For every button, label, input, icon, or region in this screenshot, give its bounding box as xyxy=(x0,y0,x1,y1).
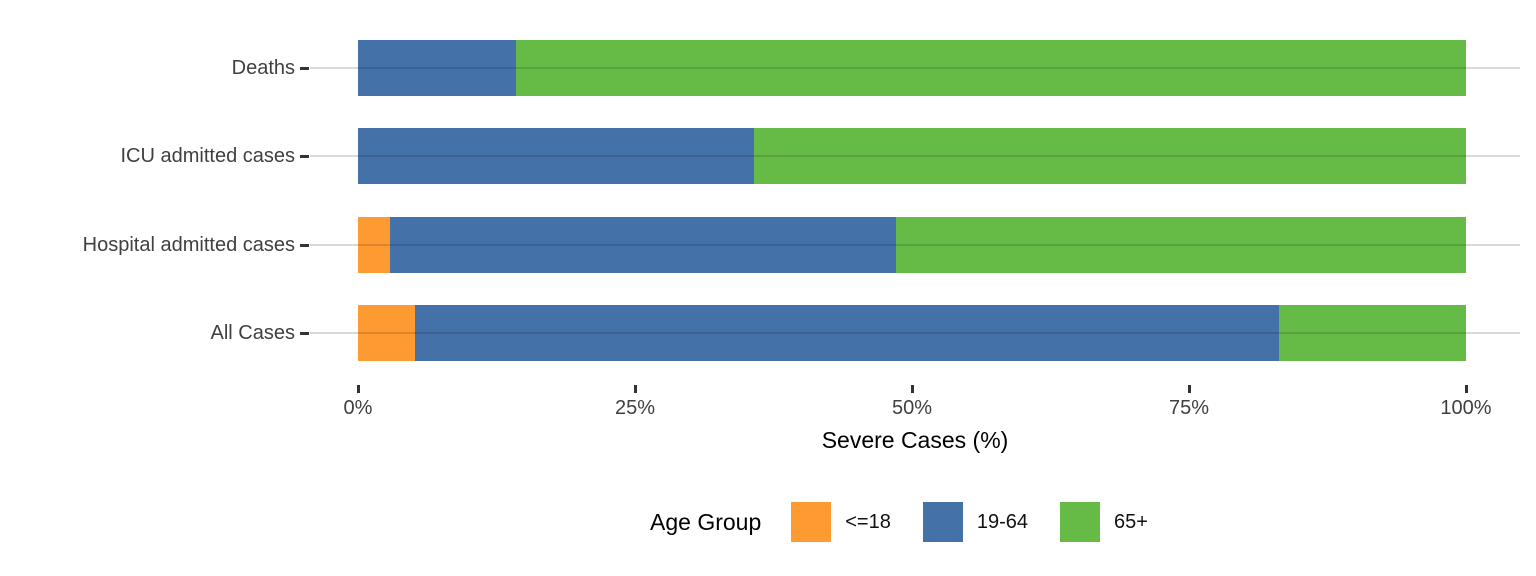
x-tick-mark xyxy=(357,385,360,393)
y-tick-mark xyxy=(300,155,309,158)
bar-segment--18 xyxy=(358,305,415,361)
y-tick-mark xyxy=(300,332,309,335)
y-axis-label: ICU admitted cases xyxy=(120,145,295,167)
y-axis-label: Hospital admitted cases xyxy=(82,234,295,256)
x-tick-mark xyxy=(1188,385,1191,393)
legend-label: 65+ xyxy=(1114,510,1148,533)
legend-title: Age Group xyxy=(650,508,762,535)
x-tick-label: 100% xyxy=(1440,397,1492,419)
x-tick-label: 25% xyxy=(614,397,656,419)
bar-row-icu-admitted-cases xyxy=(358,128,1466,184)
x-tick-label: 0% xyxy=(343,397,373,419)
legend-swatch xyxy=(922,502,963,542)
legend-item: 19-64 xyxy=(922,502,1029,542)
plot-panel xyxy=(310,15,1520,385)
legend: Age Group <=18 19-64 65+ xyxy=(650,500,1180,544)
x-tick-label: 75% xyxy=(1168,397,1210,419)
bar-segment--18 xyxy=(358,217,391,273)
legend-swatch xyxy=(791,502,832,542)
bar-segment-65+ xyxy=(753,128,1466,184)
legend-label: <=18 xyxy=(845,510,891,533)
y-axis-label: All Cases xyxy=(210,322,295,344)
bar-row-deaths xyxy=(358,40,1466,96)
legend-item: 65+ xyxy=(1060,502,1148,542)
bar-row-all-cases xyxy=(358,305,1466,361)
legend-swatch xyxy=(1060,502,1101,542)
x-tick-mark xyxy=(634,385,637,393)
bar-segment-19-64 xyxy=(358,40,517,96)
legend-label: 19-64 xyxy=(976,510,1029,533)
y-axis-label: Deaths xyxy=(231,57,295,79)
y-tick-mark xyxy=(300,244,309,247)
bar-segment-19-64 xyxy=(390,217,897,273)
legend-item: <=18 xyxy=(791,502,891,542)
bar-segment-65+ xyxy=(516,40,1466,96)
x-tick-mark xyxy=(1465,385,1468,393)
bar-segment-65+ xyxy=(896,217,1466,273)
bar-segment-19-64 xyxy=(414,305,1279,361)
y-tick-mark xyxy=(300,67,309,70)
legend-items: <=18 19-64 65+ xyxy=(791,502,1180,542)
x-tick-label: 50% xyxy=(891,397,933,419)
bar-row-hospital-admitted-cases xyxy=(358,217,1466,273)
x-axis-title: Severe Cases (%) xyxy=(821,427,1009,453)
bar-segment-65+ xyxy=(1278,305,1466,361)
x-tick-mark xyxy=(911,385,914,393)
bar-segment-19-64 xyxy=(358,128,754,184)
